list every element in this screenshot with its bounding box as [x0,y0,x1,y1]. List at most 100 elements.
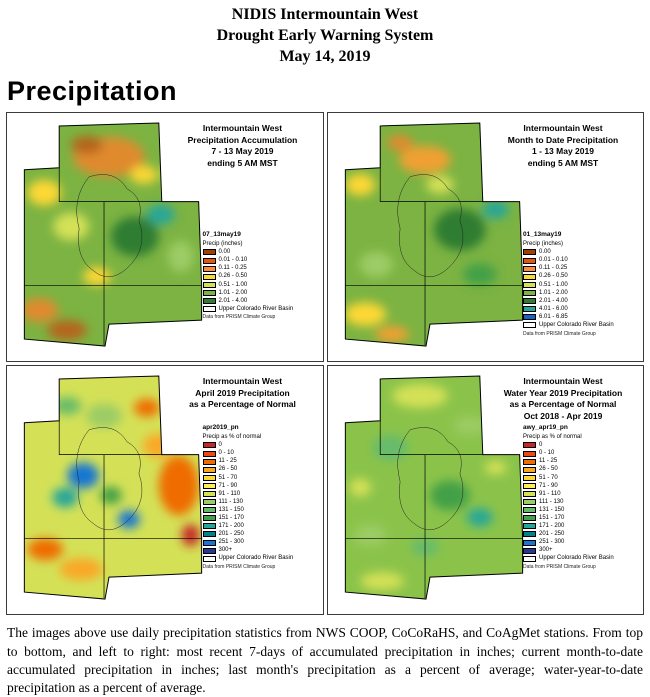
legend-entry-label: 6.01 - 6.85 [539,313,568,320]
legend-entry-label: 11 - 25 [218,458,237,465]
panel-title-line: as a Percentage of Normal [509,399,617,410]
legend-source-note: Data from PRISM Climate Group [523,564,596,571]
legend-entry-label: 300+ [539,547,553,554]
legend-entry-label: 201 - 250 [539,531,565,538]
panel-title-line: Month to Date Precipitation [507,134,619,145]
legend-basin-swatch [523,555,536,562]
legend-entry: 251 - 300 [202,539,309,546]
legend-entry: 2.01 - 4.00 [202,298,309,305]
legend-entry-label: 201 - 250 [218,531,244,538]
legend-entry-label: 71 - 90 [539,482,558,489]
legend-entry: 300+ [523,547,629,554]
legend-entry-label: 0.00 [539,249,551,256]
legend-entry: 91 - 110 [523,491,629,498]
legend-color-swatch [523,450,536,457]
legend-source-note: Data from PRISM Climate Group [202,564,276,571]
legend-entry-label: 0.01 - 0.10 [539,257,568,264]
legend-entry: 111 - 130 [523,499,629,506]
legend-entry: 51 - 70 [523,475,629,482]
panel-title-line: Intermountain West [523,376,603,387]
legend-color-swatch [523,458,536,465]
panel-title-line: Oct 2018 - Apr 2019 [523,410,603,421]
legend-entry-label: 131 - 150 [539,506,565,513]
legend-color-swatch [523,281,536,288]
legend-color-swatch [523,507,536,514]
page-header: NIDIS Intermountain West Drought Early W… [0,0,650,67]
legend-entry: 0.51 - 1.00 [202,281,309,289]
legend-entry-label: 2.01 - 4.00 [539,297,568,304]
legend-basin-label: Upper Colorado River Basin [218,305,294,312]
legend-source-note: Data from PRISM Climate Group [523,330,596,337]
legend-entry-label: 26 - 50 [218,466,238,473]
legend-entry: 0.00 [523,249,629,256]
legend-basin-entry: Upper Colorado River Basin [202,305,309,313]
legend-color-swatch [523,482,536,489]
legend-color-swatch [202,507,216,514]
legend-entry-label: 251 - 300 [218,539,244,546]
precip-map-april-percent [23,375,203,600]
legend-entry-label: 0 - 10 [539,450,555,457]
legend-entry: 91 - 110 [202,490,309,498]
legend-entry-label: 0.11 - 0.25 [539,265,568,272]
panel-title-april-percent: Intermountain West April 2019 Precipitati… [167,376,319,410]
header-date: May 14, 2019 [279,47,371,65]
legend-units-label: Precip (inches) [523,240,564,247]
legend-entry: 0.01 - 0.10 [202,257,309,264]
legend-color-swatch [202,458,216,465]
legend-color-swatch [523,523,536,530]
legend-color-swatch [202,281,216,288]
precip-map-month-to-date [344,122,523,347]
panel-title-line: ending 5 AM MST [207,157,278,168]
legend-entry: 151 - 170 [202,514,309,522]
legend-color-swatch [202,442,216,449]
legend-entry-label: 4.01 - 6.00 [539,305,568,312]
legend-entry: 11 - 25 [523,458,629,465]
legend-entry: 131 - 150 [202,506,309,514]
legend-entry: 51 - 70 [202,475,309,482]
legend-color-swatch [523,531,536,538]
legend-entry: 0 [523,442,629,449]
legend-color-swatch [202,490,216,497]
legend-entry-label: 0.01 - 0.10 [218,257,248,264]
map-legend-month-to-date: 01_13may19 Precip (inches) 0.00 0.01 - 0… [523,231,629,337]
legend-color-swatch [202,523,216,530]
legend-entry-label: 251 - 300 [539,539,565,546]
legend-basin-label: Upper Colorado River Basin [539,321,614,328]
legend-entry: 6.01 - 6.85 [523,314,629,321]
legend-entry: 0 - 10 [523,450,629,457]
legend-color-swatch [202,499,216,506]
legend-dataset-name: 07_13may19 [202,231,241,239]
legend-entry: 2.01 - 4.00 [523,298,629,305]
legend-color-swatch [523,442,536,449]
legend-entry-label: 171 - 200 [539,523,565,530]
legend-color-swatch [523,499,536,506]
map-panel-water-year-percent: Intermountain West Water Year 2019 Precip… [326,365,644,616]
legend-entry-label: 0.11 - 0.25 [218,265,247,272]
panel-title-line: as a Percentage of Normal [189,399,296,410]
panel-title-line: Water Year 2019 Precipitation [503,387,623,398]
legend-color-swatch [523,265,536,272]
legend-color-swatch [523,547,536,554]
legend-entry-label: 131 - 150 [218,506,244,513]
legend-basin-label: Upper Colorado River Basin [218,555,294,562]
legend-basin-swatch [202,306,216,313]
legend-color-swatch [202,547,216,554]
legend-entry: 1.01 - 2.00 [202,289,309,297]
legend-entry-label: 0.26 - 0.50 [539,273,568,280]
precip-map-water-year-percent [344,375,523,600]
legend-entry-label: 26 - 50 [539,466,558,473]
map-legend-seven-day: 07_13may19 Precip (inches) 0.00 0.01 - 0… [202,231,309,320]
legend-entry: 0.11 - 0.25 [202,265,309,272]
legend-entry: 0.00 [202,249,309,256]
legend-color-swatch [202,289,216,296]
map-panel-seven-day: Intermountain West Precipitation Accumula… [6,112,324,363]
legend-basin-label: Upper Colorado River Basin [539,555,614,562]
legend-entry: 151 - 170 [523,515,629,522]
legend-entry: 300+ [202,547,309,554]
legend-entry-label: 151 - 170 [218,514,244,521]
legend-color-swatch [202,482,216,489]
panel-title-line: Intermountain West [202,123,283,134]
legend-entry-label: 171 - 200 [218,523,244,530]
panel-title-line: 7 - 13 May 2019 [211,146,274,157]
legend-entry: 11 - 25 [202,458,309,465]
